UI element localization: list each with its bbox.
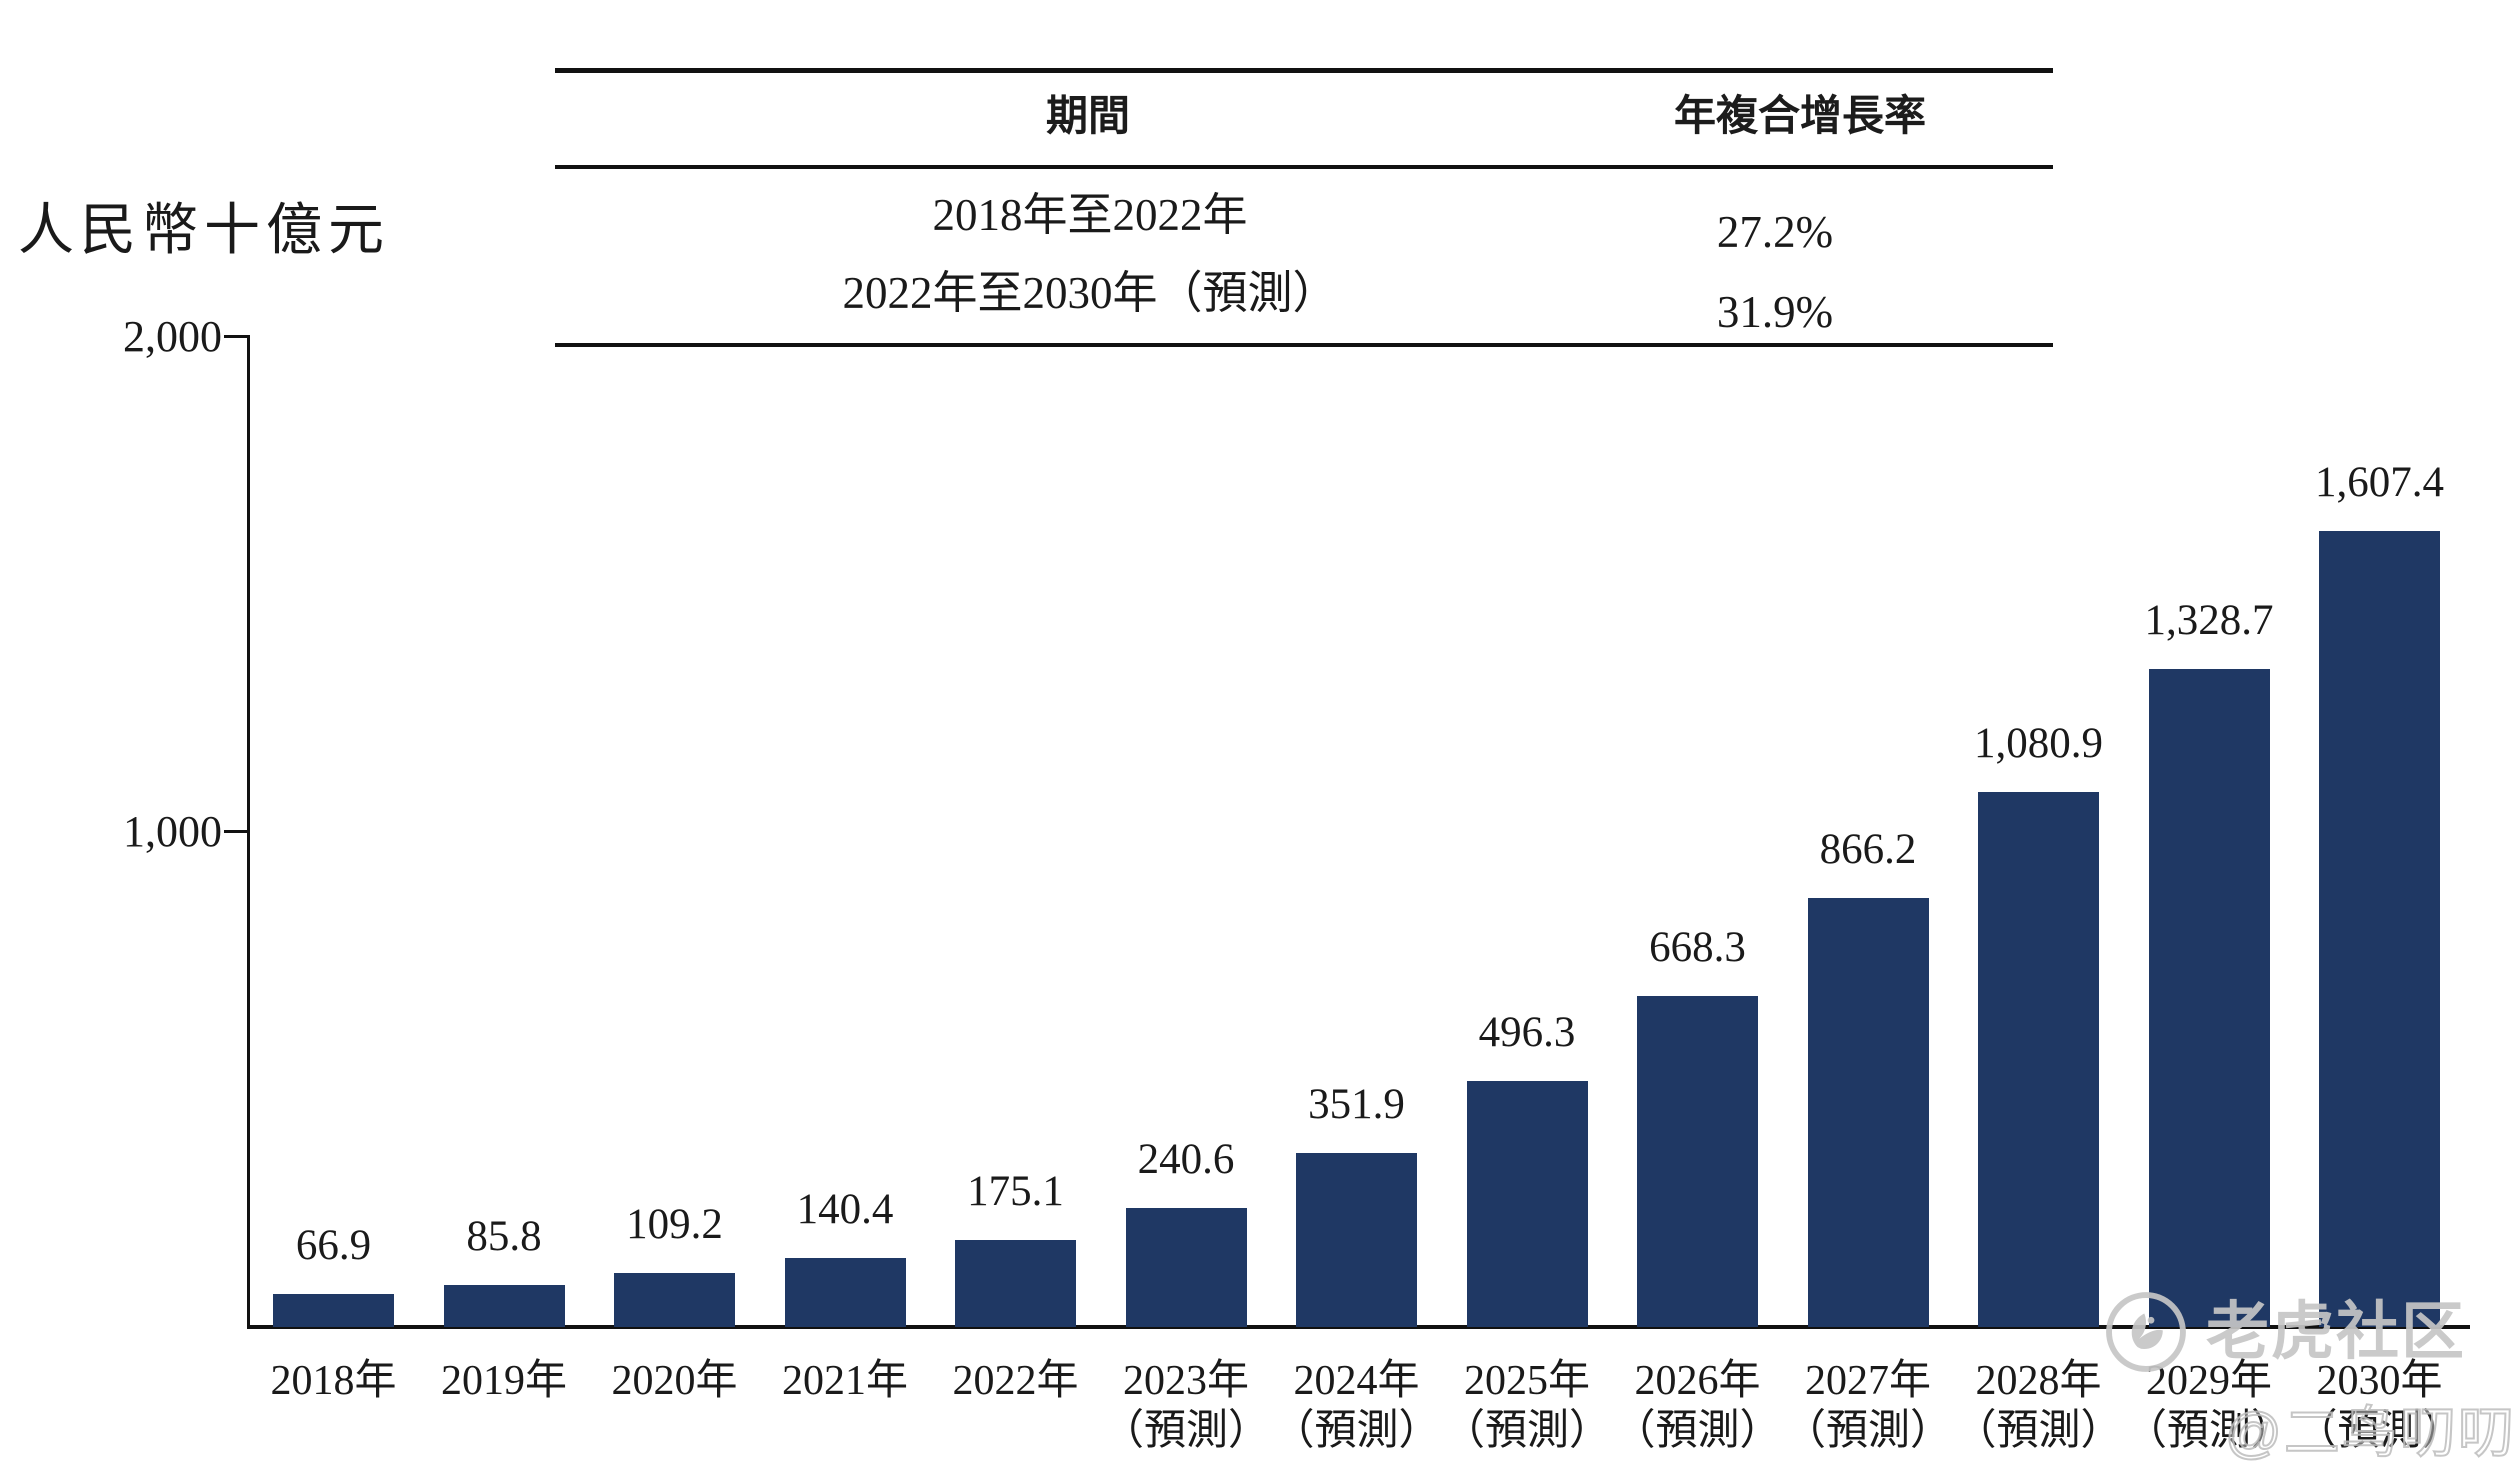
table-cell-period: 2018年至2022年 <box>932 190 1248 240</box>
bar-value-label: 240.6 <box>1137 1136 1235 1183</box>
forecast-note: （預測） <box>1272 1408 1441 1454</box>
year-label: 2024年 <box>1293 1358 1420 1404</box>
x-axis-category-label: 2021年 <box>725 1356 965 1406</box>
x-axis-category-label: 2030年 （預測） <box>2260 1356 2500 1456</box>
table-rule-header <box>555 165 2053 169</box>
year-label: 2019年 <box>440 1358 567 1404</box>
bar-value-label: 140.4 <box>796 1186 894 1233</box>
year-label: 2023年 <box>1122 1358 1249 1404</box>
bar <box>2148 669 2270 1327</box>
table-header-cagr: 年複合增長率 <box>1673 92 1926 139</box>
bar <box>784 1258 906 1327</box>
watermark: 老虎社区 <box>2104 1290 2466 1374</box>
x-axis-category-label: 2018年 <box>214 1356 454 1406</box>
year-label: 2021年 <box>781 1358 908 1404</box>
year-label: 2027年 <box>1804 1358 1931 1404</box>
y-axis-tick-label: 2,000 <box>123 312 222 361</box>
table-cell-period: 2022年至2030年（預測） <box>842 268 1338 318</box>
forecast-note: （預測） <box>2295 1408 2464 1454</box>
x-axis-category-label: 2028年 （預測） <box>1919 1356 2159 1456</box>
bar-value-label: 175.1 <box>967 1168 1064 1215</box>
forecast-note: （預測） <box>1783 1408 1952 1454</box>
table-header-period: 期間 <box>1045 92 1130 139</box>
bar-value-label: 866.2 <box>1819 826 1917 873</box>
year-label: 2030年 <box>2316 1358 2443 1404</box>
year-label: 2020年 <box>611 1358 738 1404</box>
year-label: 2022年 <box>952 1358 1079 1404</box>
year-label: 2026年 <box>1634 1358 1761 1404</box>
bar-value-label: 1,328.7 <box>2144 597 2274 644</box>
y-axis-tickmark <box>224 335 250 338</box>
table-rule-top <box>555 68 2053 73</box>
bar-value-label: 109.2 <box>626 1201 723 1248</box>
tiger-community-logo-icon <box>2106 1292 2186 1372</box>
bar <box>1978 792 2099 1327</box>
bar <box>955 1240 1076 1327</box>
watermark-handle: @二鸟叨叨 <box>2224 1401 2516 1465</box>
x-axis-category-label: 2020年 <box>555 1356 795 1406</box>
bar-value-label: 668.3 <box>1649 924 1746 971</box>
watermark-brand: 老虎社区 <box>2206 1297 2466 1367</box>
bar-value-label: 496.3 <box>1478 1009 1576 1056</box>
bar-value-label: 1,607.4 <box>2315 459 2444 506</box>
bar <box>2319 531 2440 1327</box>
bar-value-label: 351.9 <box>1308 1081 1405 1128</box>
x-axis-category-label: 2029年 （預測） <box>2089 1356 2329 1456</box>
table-rule-bottom <box>555 343 2053 347</box>
bar <box>273 1294 394 1327</box>
y-axis-unit-label: 人民幣十億元 <box>18 200 390 262</box>
x-axis-category-label: 2023年 （預測） <box>1066 1356 1306 1456</box>
bar-value-label: 66.9 <box>295 1222 372 1269</box>
forecast-note: （預測） <box>1101 1408 1270 1454</box>
x-axis-category-label: 2022年 <box>896 1356 1136 1406</box>
forecast-note: （預測） <box>1954 1408 2123 1454</box>
bar <box>1466 1081 1588 1327</box>
bar <box>1296 1153 1417 1327</box>
year-label: 2028年 <box>1975 1358 2102 1404</box>
table-cell-cagr: 31.9% <box>1716 287 1834 337</box>
x-axis-category-label: 2024年 （預測） <box>1237 1356 1477 1456</box>
bar <box>1807 898 1929 1327</box>
x-axis-line <box>247 1325 2470 1329</box>
bar <box>1637 996 1758 1327</box>
bar <box>1125 1208 1247 1327</box>
x-axis-category-label: 2026年 （預測） <box>1578 1356 1818 1456</box>
forecast-note: （預測） <box>2124 1408 2293 1454</box>
y-axis-tickmark <box>224 830 250 833</box>
forecast-note: （預測） <box>1442 1408 1611 1454</box>
bar <box>443 1285 565 1327</box>
x-axis-category-label: 2027年 （預測） <box>1748 1356 1988 1456</box>
year-label: 2018年 <box>270 1358 397 1404</box>
bar-value-label: 85.8 <box>466 1213 542 1260</box>
x-axis-category-label: 2019年 <box>384 1356 624 1406</box>
forecast-note: （預測） <box>1613 1408 1782 1454</box>
bar <box>614 1273 735 1327</box>
y-axis-tick-label: 1,000 <box>123 807 222 856</box>
x-axis-category-label: 2025年 （預測） <box>1407 1356 1647 1456</box>
table-cell-cagr: 27.2% <box>1716 207 1834 257</box>
bar-value-label: 1,080.9 <box>1974 720 2103 767</box>
year-label: 2025年 <box>1463 1358 1590 1404</box>
